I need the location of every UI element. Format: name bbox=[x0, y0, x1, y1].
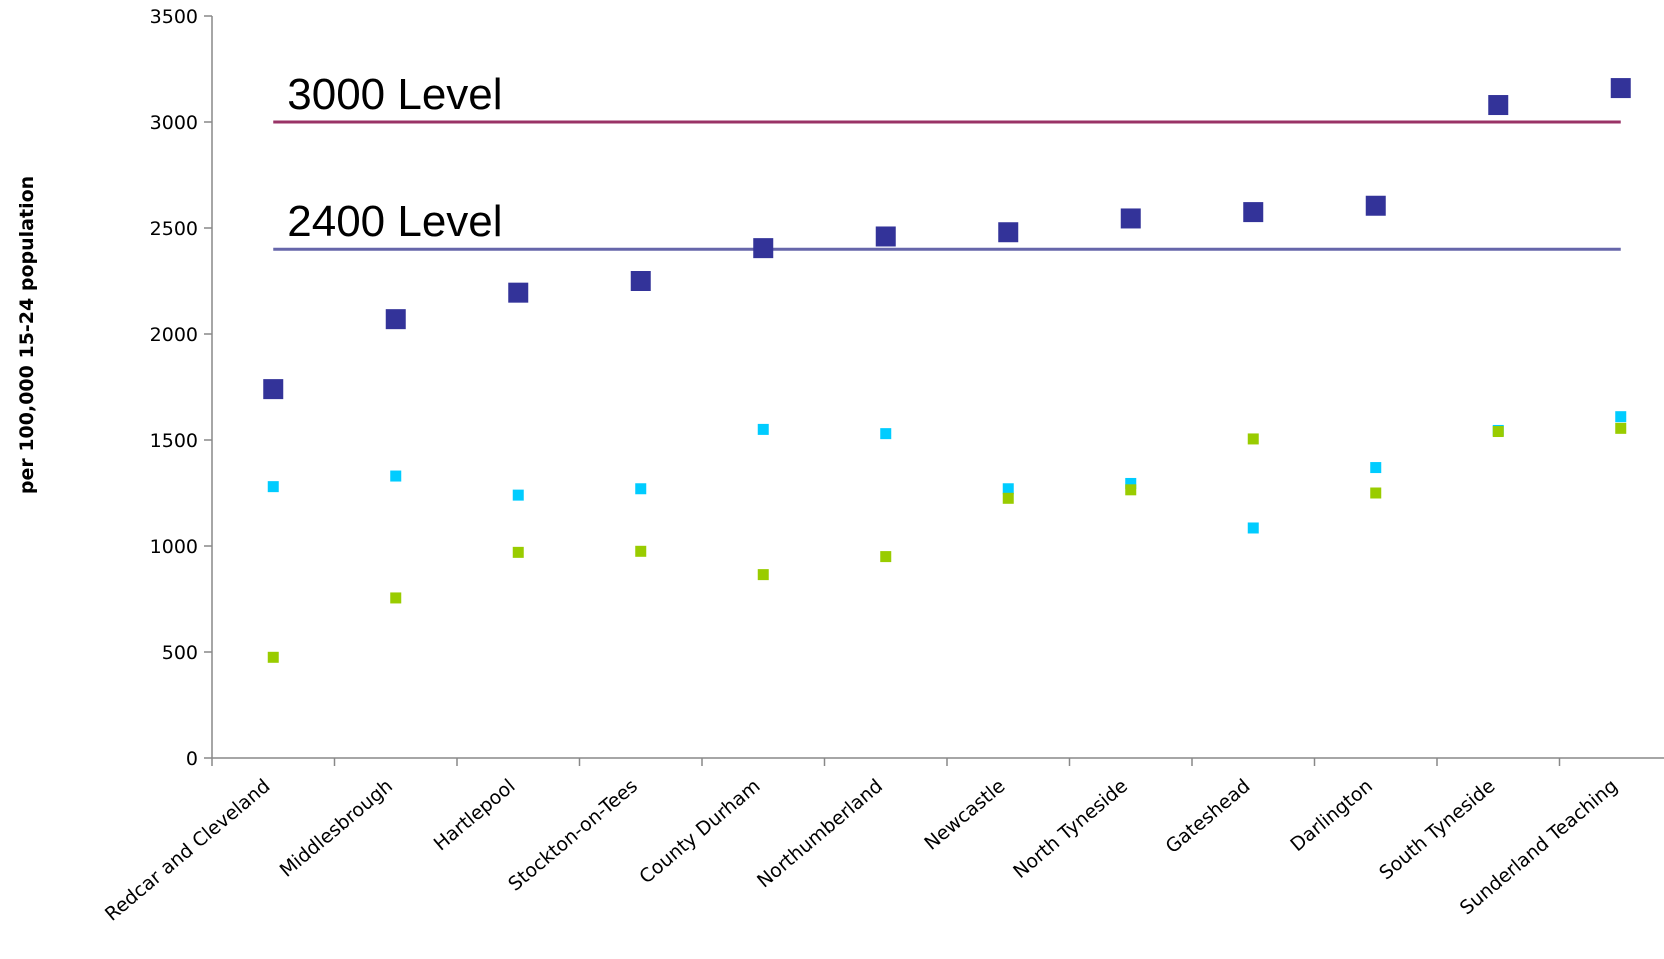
y-tick-label: 3000 bbox=[150, 112, 198, 134]
data-point: Newcastle: 2480 bbox=[998, 222, 1019, 243]
y-tick-label: 3500 bbox=[150, 6, 198, 28]
data-point: Stockton-on-Tees: 1270 bbox=[635, 483, 647, 495]
x-tick-label: Hartlepool bbox=[430, 775, 520, 855]
data-point: Stockton-on-Tees: 975 bbox=[635, 545, 647, 557]
y-tick-label: 500 bbox=[162, 642, 198, 664]
y-tick-label: 2500 bbox=[150, 218, 198, 240]
x-tick-label: County Durham bbox=[635, 775, 764, 888]
x-tick-label: Northumberland bbox=[753, 775, 887, 892]
data-point: County Durham: 1550 bbox=[757, 423, 769, 435]
reference-lines: 3000 Level 2400 Level bbox=[273, 70, 1621, 251]
data-point: Darlington: 1370 bbox=[1370, 462, 1382, 474]
data-point: Newcastle: 1225 bbox=[1002, 492, 1014, 504]
data-point: Gateshead: 1505 bbox=[1247, 433, 1259, 445]
data-point: Northumberland: 2460 bbox=[875, 226, 896, 247]
x-ticks: Redcar and Cleveland Middlesbrough Hartlep… bbox=[101, 758, 1622, 926]
y-ticks: 0 500 1000 1500 2000 2500 3000 3500 bbox=[150, 6, 212, 770]
y-axis-label: per 100,000 15-24 population bbox=[16, 176, 38, 494]
data-point: Sunderland Teaching: 1555 bbox=[1615, 422, 1627, 434]
data-point: County Durham: 2405 bbox=[753, 238, 774, 259]
data-point: Northumberland: 950 bbox=[880, 551, 892, 563]
x-tick-label: South Tyneside bbox=[1375, 775, 1499, 884]
data-point: Gateshead: 2575 bbox=[1243, 202, 1264, 223]
data-point: Middlesbrough: 2070 bbox=[385, 309, 406, 330]
y-tick-label: 1000 bbox=[150, 536, 198, 558]
data-point: Middlesbrough: 1330 bbox=[390, 470, 402, 482]
data-point: Northumberland: 1530 bbox=[880, 428, 892, 440]
y-tick-label: 1500 bbox=[150, 430, 198, 452]
data-point: North Tyneside: 1265 bbox=[1125, 484, 1137, 496]
data-point: Sunderland Teaching: 1610 bbox=[1615, 411, 1627, 423]
data-point: Redcar and Cleveland: 1740 bbox=[263, 379, 284, 400]
data-point: Stockton-on-Tees: 2250 bbox=[630, 271, 651, 291]
data-point: North Tyneside: 2545 bbox=[1120, 208, 1141, 229]
data-point: Hartlepool: 1240 bbox=[512, 489, 524, 501]
reference-line-label: 3000 Level bbox=[287, 70, 502, 119]
x-tick-label: Redcar and Cleveland bbox=[101, 775, 275, 926]
x-tick-label: Newcastle bbox=[920, 775, 1009, 855]
data-point: Hartlepool: 970 bbox=[512, 546, 524, 558]
data-point: South Tyneside: 3080 bbox=[1488, 95, 1509, 116]
x-tick-label: Middlesbrough bbox=[276, 775, 397, 882]
data-point: Gateshead: 1085 bbox=[1247, 522, 1259, 534]
data-point: Hartlepool: 2195 bbox=[508, 282, 529, 303]
data-point: Darlington: 2605 bbox=[1365, 195, 1386, 216]
x-tick-label: Stockton-on-Tees bbox=[504, 775, 642, 896]
data-point: North Tyneside: 1295 bbox=[1125, 477, 1137, 489]
data-point: Newcastle: 1270 bbox=[1002, 483, 1014, 495]
data-point: South Tyneside: 1540 bbox=[1492, 426, 1504, 438]
x-tick-label: North Tyneside bbox=[1009, 775, 1132, 883]
data-point: Middlesbrough: 755 bbox=[390, 592, 402, 604]
data-point: Redcar and Cleveland: 1280 bbox=[267, 481, 279, 493]
data-point: Sunderland Teaching: 3160 bbox=[1610, 78, 1631, 99]
y-tick-label: 0 bbox=[186, 748, 198, 770]
data-point: Darlington: 1250 bbox=[1370, 487, 1382, 499]
y-tick-label: 2000 bbox=[150, 324, 198, 346]
x-tick-label: Gateshead bbox=[1162, 775, 1255, 858]
x-tick-label: Darlington bbox=[1286, 775, 1377, 856]
data-point: County Durham: 865 bbox=[757, 569, 769, 581]
data-points: Redcar and Cleveland: 1740 Middlesbrough:… bbox=[263, 78, 1631, 663]
data-point: Redcar and Cleveland: 475 bbox=[267, 651, 279, 663]
reference-line-label: 2400 Level bbox=[287, 197, 502, 246]
